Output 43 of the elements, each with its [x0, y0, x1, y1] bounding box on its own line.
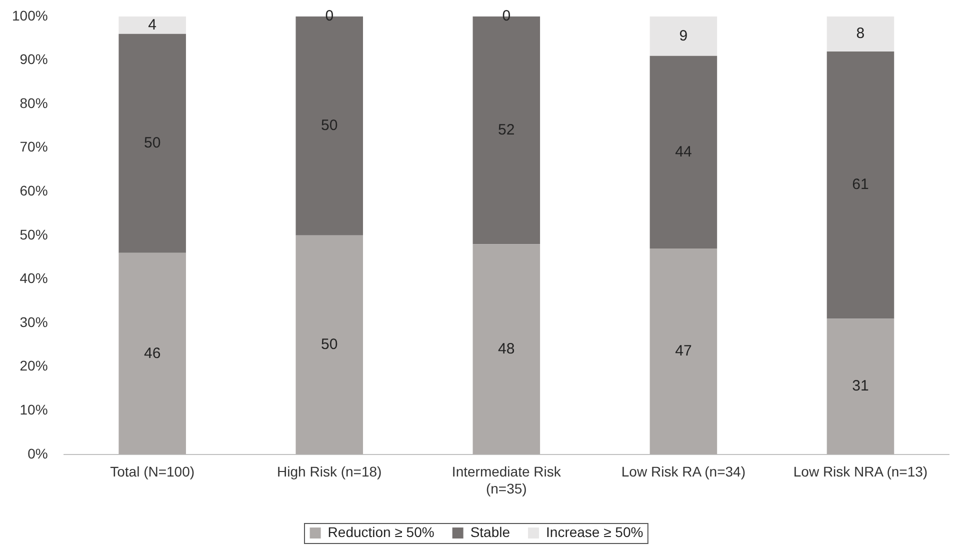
bar: [650, 56, 718, 249]
data-label: 61: [852, 176, 869, 194]
bar: [118, 16, 186, 34]
y-tick-label: 50%: [20, 226, 48, 242]
bar: [650, 248, 718, 454]
data-label: 31: [852, 378, 869, 395]
legend-label: Reduction ≥ 50%: [328, 524, 434, 540]
x-tick-label: Low Risk NRA (n=13): [793, 464, 928, 480]
y-tick-label: 30%: [20, 314, 48, 330]
data-label: 46: [144, 344, 161, 362]
data-label: 47: [675, 342, 692, 360]
bar: [118, 34, 186, 253]
y-tick-label: 40%: [20, 270, 48, 286]
bar: [118, 252, 186, 454]
data-label: 9: [679, 27, 688, 44]
bar: [826, 16, 894, 52]
data-label: 52: [498, 121, 515, 138]
data-label: 8: [856, 25, 865, 42]
y-tick-label: 80%: [20, 94, 48, 111]
x-tick-label: Total (N=100): [110, 464, 195, 480]
y-tick-label: 10%: [20, 401, 48, 418]
data-label: 50: [321, 336, 338, 354]
y-tick-label: 0%: [28, 445, 48, 462]
x-tick-label: High Risk (n=18): [277, 464, 382, 480]
bar: [826, 51, 894, 319]
x-tick-label: Intermediate Risk (n=35): [452, 464, 562, 496]
y-tick-label: 90%: [20, 51, 48, 68]
x-tick-label: Low Risk RA (n=34): [621, 464, 746, 480]
y-tick-label: 60%: [20, 182, 48, 198]
data-label: 44: [675, 143, 692, 160]
y-tick-label: 20%: [20, 358, 48, 374]
legend-label: Increase ≥ 50%: [546, 524, 644, 540]
bar: [472, 244, 540, 454]
data-label: 4: [148, 16, 156, 34]
legend-label: Stable: [470, 524, 510, 540]
data-label: 50: [144, 134, 161, 152]
bar: [296, 235, 363, 454]
y-tick-label: 100%: [12, 7, 48, 24]
data-label: 48: [498, 340, 515, 358]
data-label: 50: [321, 117, 338, 134]
y-tick-label: 70%: [20, 138, 48, 155]
bar: [826, 318, 894, 454]
bar: [650, 16, 718, 56]
